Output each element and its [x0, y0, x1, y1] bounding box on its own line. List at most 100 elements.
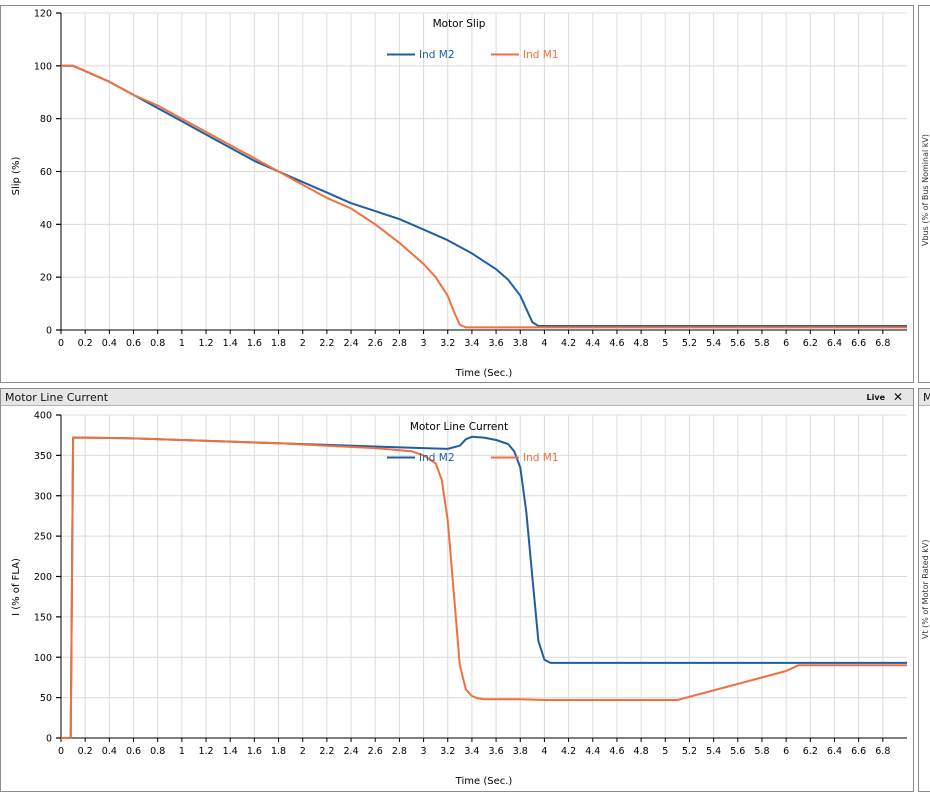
right-bottom-axis-label: Vt (% of Motor Rated kV)	[921, 539, 930, 639]
x-tick-label: 4.6	[609, 746, 624, 757]
x-tick-label: 1.8	[271, 338, 286, 349]
y-tick-label: 0	[46, 734, 52, 745]
x-tick-label: 0.2	[78, 746, 93, 757]
series-line-ind-m1	[61, 64, 907, 329]
right-bottom-title-fragment: M	[923, 391, 930, 404]
x-tick-label: 6.4	[827, 746, 842, 757]
x-tick-label: 5.4	[706, 746, 721, 757]
y-tick-label: 200	[34, 572, 52, 583]
x-tick-label: 5.6	[730, 338, 745, 349]
x-tick-label: 3.6	[489, 746, 504, 757]
x-tick-label: 2.4	[344, 746, 359, 757]
x-axis-label: Time (Sec.)	[455, 368, 513, 379]
motor-line-current-chart: 0 0.2 0.4 0.6 0.8 1 1.2 1.4 1.6 1.8 2 2.2 2.4 2.6 2.8 3…	[11, 411, 907, 787]
x-tick-label: 6.8	[875, 746, 890, 757]
x-tick-label: 6	[783, 338, 789, 349]
x-tick-label: 4.2	[561, 338, 576, 349]
x-tick-label: 5.8	[754, 338, 769, 349]
right-top-axis-label: Vbus (% of Bus Nominal kV)	[921, 134, 930, 246]
panel-titlebar[interactable]: Motor Line Current Live ✕	[1, 389, 913, 406]
x-tick-label: 3.8	[513, 338, 528, 349]
motor-line-current-panel: Motor Line Current Live ✕ 0 0.2 0.4 0.6 0.8 1…	[0, 388, 914, 792]
x-tick-label: 3	[421, 746, 427, 757]
x-tick-label: 1	[179, 338, 185, 349]
y-tick-label: 120	[34, 9, 52, 20]
x-tick-label: 1.4	[223, 746, 238, 757]
x-tick-label: 4.8	[634, 746, 649, 757]
y-tick-label: 20	[40, 273, 52, 284]
x-tick-label: 0	[58, 746, 64, 757]
legend-label: Ind M1	[523, 49, 559, 61]
legend-label: Ind M1	[523, 452, 559, 464]
x-tick-label: 0	[58, 338, 64, 349]
x-tick-label: 4.2	[561, 746, 576, 757]
right-bottom-titlebar[interactable]: M	[919, 389, 930, 406]
x-tick-label: 3	[421, 338, 427, 349]
y-tick-label: 40	[40, 220, 52, 231]
x-tick-label: 0.6	[126, 338, 141, 349]
x-tick-label: 1.2	[198, 338, 213, 349]
x-tick-label: 2	[300, 338, 306, 349]
x-tick-label: 0.4	[102, 746, 117, 757]
x-tick-label: 5	[662, 746, 668, 757]
chart-title: Motor Slip	[433, 18, 486, 30]
x-tick-label: 6.2	[803, 338, 818, 349]
x-tick-label: 4	[541, 338, 547, 349]
x-tick-label: 3.6	[489, 338, 504, 349]
x-tick-label: 3.8	[513, 746, 528, 757]
x-tick-label: 3.2	[440, 746, 455, 757]
x-tick-label: 6.2	[803, 746, 818, 757]
x-tick-label: 4.4	[585, 746, 600, 757]
x-tick-label: 6.6	[851, 746, 866, 757]
right-bottom-panel: M Vt (% of Motor Rated kV)	[918, 388, 930, 792]
x-tick-label: 6.4	[827, 338, 842, 349]
live-badge[interactable]: Live	[866, 393, 885, 402]
right-top-panel: Vbus (% of Bus Nominal kV)	[918, 5, 930, 383]
x-tick-label: 3.2	[440, 338, 455, 349]
x-tick-label: 4	[541, 746, 547, 757]
y-tick-label: 350	[34, 451, 52, 462]
y-tick-label: 250	[34, 532, 52, 543]
x-tick-label: 5.6	[730, 746, 745, 757]
y-tick-label: 100	[34, 61, 52, 72]
x-tick-label: 0.4	[102, 338, 117, 349]
x-tick-label: 4.8	[634, 338, 649, 349]
x-tick-label: 3.4	[464, 338, 479, 349]
y-tick-label: 50	[40, 693, 52, 704]
legend-label: Ind M2	[419, 49, 455, 61]
x-tick-label: 2.6	[368, 338, 383, 349]
y-tick-label: 300	[34, 491, 52, 502]
x-tick-label: 2.4	[344, 338, 359, 349]
x-tick-label: 1	[179, 746, 185, 757]
x-tick-label: 2	[300, 746, 306, 757]
x-tick-label: 1.6	[247, 746, 262, 757]
x-tick-label: 2.2	[319, 746, 334, 757]
x-tick-label: 2.8	[392, 338, 407, 349]
x-tick-label: 5	[662, 338, 668, 349]
x-tick-label: 1.2	[198, 746, 213, 757]
y-axis-label: Slip (%)	[11, 157, 22, 196]
x-tick-label: 0.2	[78, 338, 93, 349]
y-axis-label: I (% of FLA)	[11, 558, 22, 616]
x-tick-label: 1.8	[271, 746, 286, 757]
x-tick-label: 6	[783, 746, 789, 757]
x-tick-label: 2.8	[392, 746, 407, 757]
x-tick-label: 6.8	[875, 338, 890, 349]
y-tick-label: 0	[46, 326, 52, 337]
x-tick-label: 3.4	[464, 746, 479, 757]
x-tick-label: 0.8	[150, 746, 165, 757]
y-tick-label: 100	[34, 653, 52, 664]
series-line-ind-m1	[61, 436, 907, 739]
x-tick-label: 1.4	[223, 338, 238, 349]
motor-slip-panel: 0 0.2 0.4 0.6 0.8 1 1.2 1.4 1.6 1.8 2 2.2 2.4 2.6 2.8 3…	[0, 5, 914, 383]
x-tick-label: 0.8	[150, 338, 165, 349]
x-tick-label: 5.4	[706, 338, 721, 349]
y-tick-label: 60	[40, 167, 52, 178]
close-icon[interactable]: ✕	[892, 390, 903, 404]
panel-title: Motor Line Current	[5, 391, 109, 404]
series-line-ind-m2	[61, 435, 907, 739]
x-tick-label: 4.6	[609, 338, 624, 349]
legend-label: Ind M2	[419, 452, 455, 464]
x-axis-label: Time (Sec.)	[455, 776, 513, 787]
x-tick-label: 2.6	[368, 746, 383, 757]
